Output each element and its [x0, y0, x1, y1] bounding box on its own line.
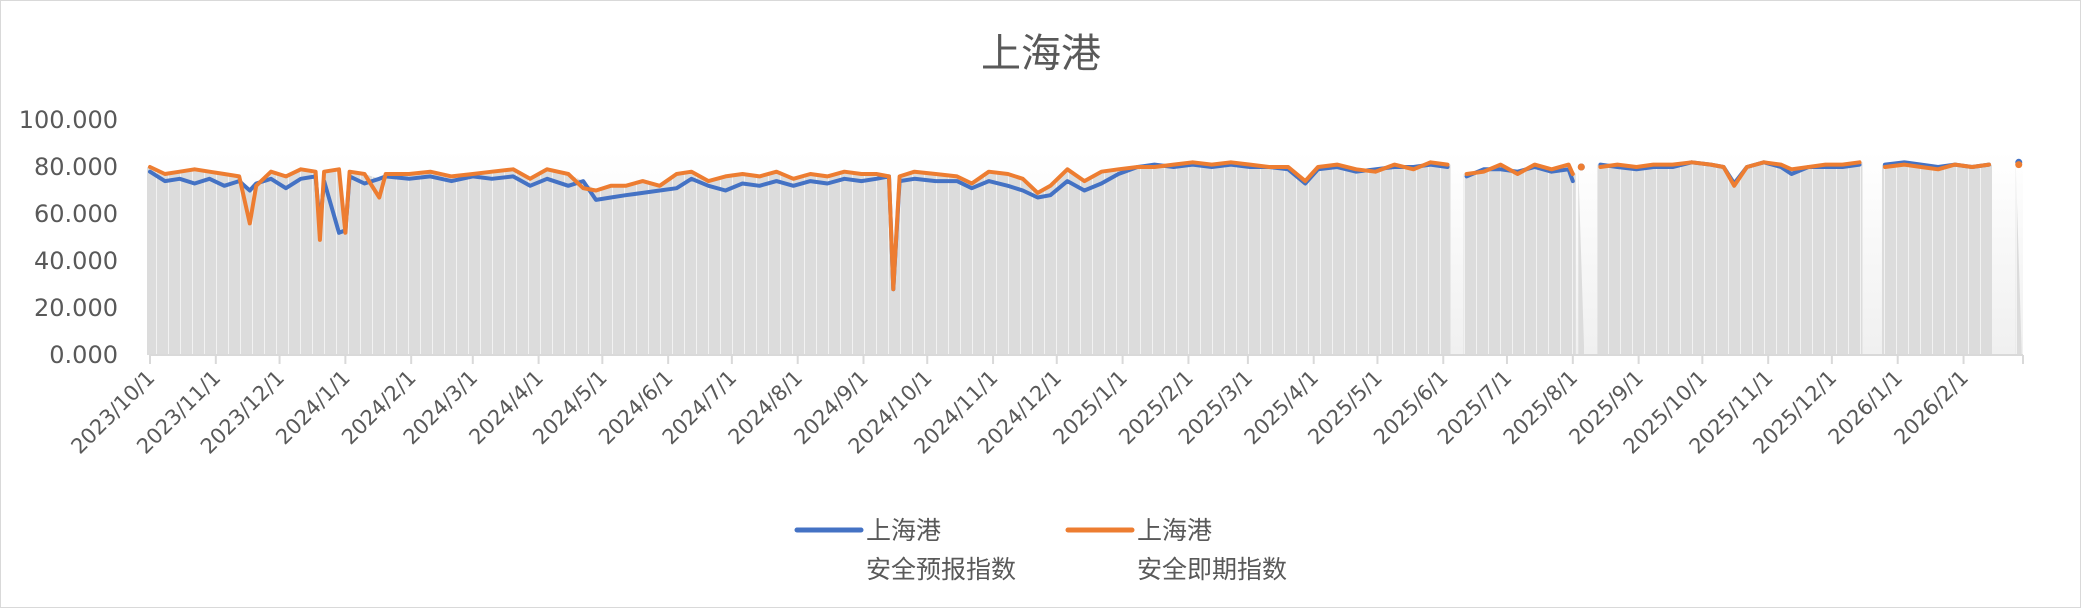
series-spot-line	[148, 160, 1450, 292]
y-tick-label: 20.000	[34, 294, 118, 322]
y-tick-label: 100.000	[19, 106, 118, 134]
y-tick-label: 40.000	[34, 247, 118, 275]
area-fill	[1881, 162, 1993, 355]
legend-label-forecast-line2: 安全预报指数	[866, 555, 1016, 584]
chart-title: 上海港	[981, 31, 1101, 77]
series-spot-line	[1464, 162, 1575, 176]
y-tick-label: 80.000	[34, 153, 118, 181]
legend-label-spot-line1: 上海港	[1137, 516, 1212, 545]
series-spot-point	[2015, 161, 2023, 169]
area-fill	[147, 162, 1451, 355]
legend: 上海港 安全预报指数 上海港 安全即期指数	[794, 516, 1287, 584]
y-tick-label: 0.000	[49, 341, 118, 369]
legend-item-spot[interactable]: 上海港 安全即期指数	[1065, 516, 1287, 584]
legend-label-forecast-line1: 上海港	[866, 516, 941, 545]
legend-label-spot-line2: 安全即期指数	[1137, 555, 1287, 584]
series-spot-point	[1577, 163, 1585, 171]
area-fill	[1597, 162, 1863, 355]
area-fill	[1578, 167, 1585, 355]
series-spot-line	[1598, 160, 1862, 188]
area-fill	[2015, 162, 2022, 355]
series-spot-line	[1883, 162, 1991, 172]
area-fill	[1463, 164, 1576, 355]
legend-item-forecast[interactable]: 上海港 安全预报指数	[794, 516, 1016, 584]
y-tick-label: 60.000	[34, 200, 118, 228]
